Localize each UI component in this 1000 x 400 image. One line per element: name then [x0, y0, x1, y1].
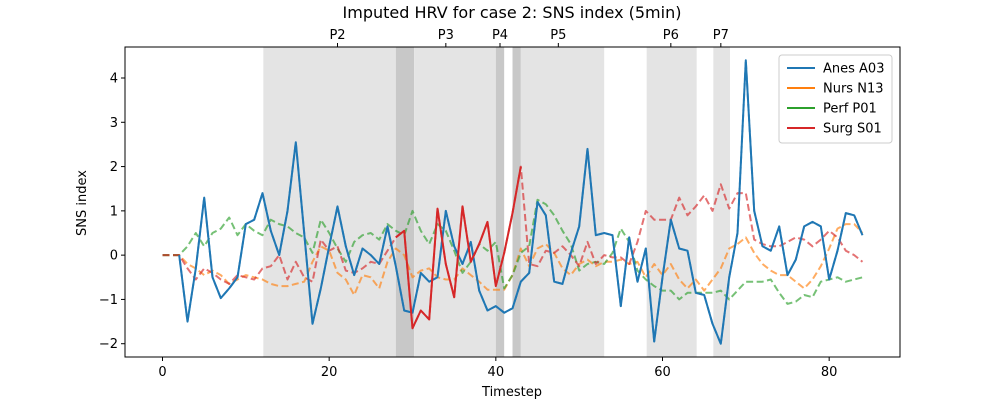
x-tick-label: 20	[321, 365, 338, 380]
y-tick-label: −2	[99, 337, 118, 352]
legend-label: Nurs N13	[823, 82, 883, 97]
x-tick-label: 80	[821, 365, 838, 380]
legend-label: Surg S01	[823, 122, 882, 137]
phase-label: P6	[663, 28, 679, 43]
series-solid-layer	[178, 59, 864, 345]
x-tick-label: 60	[654, 365, 671, 380]
series-solid-anes-a03	[178, 59, 864, 345]
legend: Anes A03 Nurs N13 Perf P01 Surg S01	[778, 54, 893, 144]
phase-label: P4	[492, 28, 508, 43]
x-axis-label: Timestep	[481, 385, 542, 400]
series-line-nurs-n13	[162, 223, 864, 296]
shaded-region-1	[263, 47, 396, 357]
y-tick-label: 0	[110, 249, 118, 264]
series-line-perf-p01	[162, 198, 863, 305]
shaded-region-8	[713, 47, 730, 357]
plot-frame	[124, 46, 901, 358]
phase-label: P2	[329, 28, 345, 43]
y-tick-label: 2	[110, 160, 118, 175]
y-tick-label: 3	[110, 116, 118, 131]
phase-label: P5	[550, 28, 566, 43]
legend-box	[778, 54, 893, 144]
series-solid-surg-s01	[395, 166, 522, 330]
chart-title: Imputed HRV for case 2: SNS index (5min)	[343, 3, 682, 22]
shaded-region-5	[512, 47, 521, 357]
shaded-region-3	[414, 47, 496, 357]
shaded-region-2	[395, 47, 415, 357]
phase-label: P7	[713, 28, 729, 43]
y-axis-label: SNS index	[75, 170, 90, 236]
axes: 0 20 40 60 80 −2 −1 0 1 2 3 4 P2 P3 P4 P5 P6 P7	[99, 28, 901, 380]
shaded-regions	[263, 47, 730, 357]
shaded-region-6	[520, 47, 605, 357]
x-tick-label: 40	[488, 365, 505, 380]
x-tick-label: 0	[158, 365, 166, 380]
y-tick-label: −1	[99, 293, 118, 308]
y-tick-label: 4	[110, 72, 118, 87]
legend-label: Perf P01	[823, 102, 877, 117]
phase-label: P3	[438, 28, 454, 43]
shaded-region-7	[646, 47, 697, 357]
shaded-region-4	[495, 47, 505, 357]
y-tick-label: 1	[110, 204, 118, 219]
legend-label: Anes A03	[823, 62, 884, 77]
